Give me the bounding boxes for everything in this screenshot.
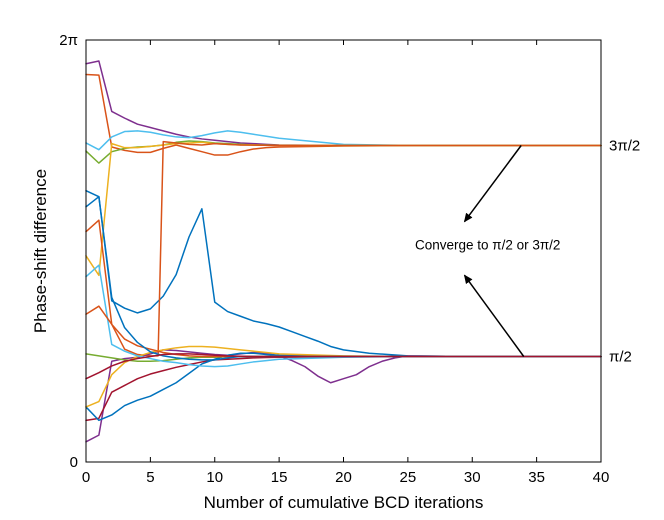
- x-tick-label: 15: [271, 469, 288, 486]
- series-line-10: [85, 352, 602, 422]
- x-axis-title: Number of cumulative BCD iterations: [204, 493, 484, 512]
- x-tick-label: 40: [593, 469, 610, 486]
- annotation-arrow-1: [463, 145, 522, 223]
- y-tick-label: 0: [70, 454, 78, 471]
- x-tick-label: 35: [528, 469, 545, 486]
- series-layer: [85, 60, 602, 443]
- x-tick-label: 0: [82, 469, 90, 486]
- series-line-16: [85, 353, 602, 380]
- x-tick-label: 20: [335, 469, 352, 486]
- x-tick-label: 25: [400, 469, 417, 486]
- y-axis-title: Phase-shift difference: [31, 169, 50, 333]
- series-line-8: [85, 349, 602, 443]
- level-label-2: π/2: [609, 349, 632, 366]
- series-line-6: [85, 195, 602, 358]
- series-line-7: [85, 140, 602, 357]
- annotation-arrow-2: [463, 274, 525, 357]
- series-line-14: [85, 305, 602, 358]
- series-line-1: [85, 60, 602, 147]
- series-line-15: [85, 189, 602, 361]
- x-tick-label: 5: [146, 469, 154, 486]
- y-tick-label: 2π: [59, 32, 78, 49]
- x-tick-label: 10: [206, 469, 223, 486]
- annotation-layer: 3π/2 π/2 Converge to π/2 or 3π/2: [415, 138, 640, 366]
- level-label-1: 3π/2: [609, 138, 640, 155]
- series-line-9: [85, 355, 602, 422]
- series-line-13: [85, 264, 602, 368]
- annotation-text: Converge to π/2 or 3π/2: [415, 237, 560, 252]
- x-tick-label: 30: [464, 469, 481, 486]
- axes-layer: 0 5 10 15 20 25 30 35 40 0 2π Number of cumulative …: [31, 32, 609, 512]
